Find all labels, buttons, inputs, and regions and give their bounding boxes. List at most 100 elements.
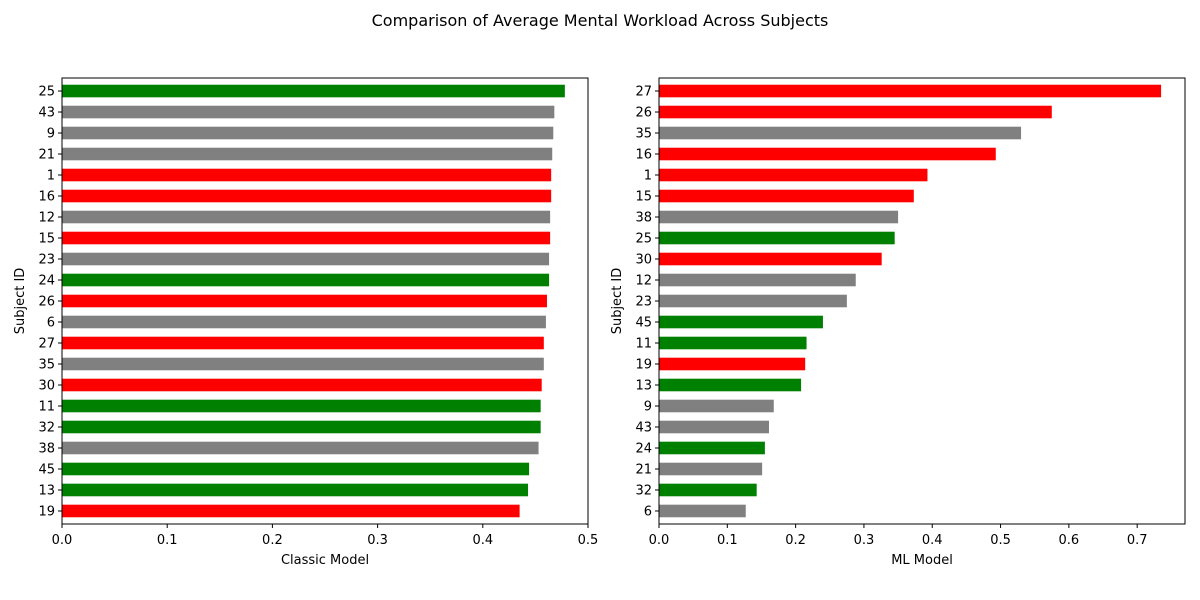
ml-bar-subject-11 bbox=[659, 336, 807, 350]
ml-bar-subject-19 bbox=[659, 357, 806, 371]
ml-bar-subject-43 bbox=[659, 420, 769, 434]
classic-y-tick-label: 12 bbox=[38, 211, 55, 226]
classic-y-tick-label: 25 bbox=[38, 85, 55, 100]
ml-y-tick-label: 19 bbox=[635, 357, 652, 372]
ml-bars bbox=[659, 84, 1162, 518]
ml-x-tick-label: 0.4 bbox=[922, 533, 943, 548]
classic-x-tick-label: 0.5 bbox=[578, 533, 599, 548]
classic-y-tick-label: 26 bbox=[38, 295, 55, 310]
classic-y-tick-label: 35 bbox=[38, 357, 55, 372]
classic-model-panel: 0.0 0.1 0.2 0.3 0.4 0.5 25 43 9 21 1 16 12 15 23 24 26 6… bbox=[13, 77, 599, 568]
classic-y-tick-label: 11 bbox=[38, 399, 55, 414]
classic-bar-subject-45 bbox=[62, 462, 530, 476]
ml-y-tick-label: 16 bbox=[635, 148, 652, 163]
classic-bar-subject-25 bbox=[62, 84, 565, 98]
classic-y-tick-label: 23 bbox=[38, 253, 55, 268]
ml-bar-subject-23 bbox=[659, 294, 847, 308]
ml-y-tick-label: 24 bbox=[635, 441, 652, 456]
classic-y-tick-label: 43 bbox=[38, 106, 55, 121]
classic-bar-subject-30 bbox=[62, 378, 542, 392]
classic-bar-subject-27 bbox=[62, 336, 544, 350]
classic-y-tick-label: 24 bbox=[38, 274, 55, 289]
ml-y-tick-label: 43 bbox=[635, 420, 652, 435]
classic-x-tick-label: 0.0 bbox=[52, 533, 73, 548]
ml-y-tick-label: 21 bbox=[635, 462, 652, 477]
classic-bar-subject-38 bbox=[62, 441, 539, 455]
ml-bar-subject-26 bbox=[659, 105, 1052, 119]
classic-x-axis-label: Classic Model bbox=[281, 553, 369, 568]
ml-y-tick-label: 11 bbox=[635, 336, 652, 351]
classic-bar-subject-21 bbox=[62, 147, 553, 161]
classic-bar-subject-19 bbox=[62, 504, 520, 518]
ml-bar-subject-1 bbox=[659, 168, 928, 182]
ml-bar-subject-35 bbox=[659, 126, 1022, 140]
classic-bar-subject-26 bbox=[62, 294, 547, 308]
ml-y-tick-label: 27 bbox=[635, 85, 652, 100]
ml-y-tick-label: 1 bbox=[644, 169, 652, 184]
ml-bar-subject-13 bbox=[659, 378, 802, 392]
classic-y-tick-label: 6 bbox=[47, 315, 55, 330]
ml-bar-subject-15 bbox=[659, 189, 914, 203]
ml-y-axis-label: Subject ID bbox=[610, 268, 625, 335]
ml-x-tick-label: 0.6 bbox=[1059, 533, 1080, 548]
ml-y-tick-label: 25 bbox=[635, 232, 652, 247]
ml-y-tick-label: 26 bbox=[635, 106, 652, 121]
classic-bar-subject-23 bbox=[62, 252, 550, 266]
classic-bar-subject-13 bbox=[62, 483, 529, 497]
classic-y-tick-label: 19 bbox=[38, 504, 55, 519]
classic-y-tick-label: 32 bbox=[38, 420, 55, 435]
ml-bar-subject-12 bbox=[659, 273, 856, 287]
ml-x-tick-label: 0.2 bbox=[785, 533, 806, 548]
classic-y-tick-label: 27 bbox=[38, 336, 55, 351]
ml-bar-subject-27 bbox=[659, 84, 1162, 98]
ml-x-tick-label: 0.5 bbox=[990, 533, 1011, 548]
figure-title: Comparison of Average Mental Workload Ac… bbox=[372, 11, 829, 30]
classic-y-axis-label: Subject ID bbox=[13, 268, 28, 335]
classic-x-tick-label: 0.2 bbox=[262, 533, 283, 548]
ml-x-ticks: 0.0 0.1 0.2 0.3 0.4 0.5 0.6 0.7 bbox=[649, 524, 1148, 548]
classic-axes-frame bbox=[61, 77, 589, 525]
classic-bar-subject-16 bbox=[62, 189, 552, 203]
classic-x-ticks: 0.0 0.1 0.2 0.3 0.4 0.5 bbox=[52, 524, 599, 548]
ml-bar-subject-30 bbox=[659, 252, 882, 266]
ml-y-tick-label: 30 bbox=[635, 253, 652, 268]
classic-bar-subject-24 bbox=[62, 273, 550, 287]
ml-x-tick-label: 0.0 bbox=[649, 533, 670, 548]
ml-model-panel: 0.0 0.1 0.2 0.3 0.4 0.5 0.6 0.7 27 26 35 16 1 15 38 25… bbox=[610, 77, 1186, 568]
ml-bar-subject-25 bbox=[659, 231, 895, 245]
classic-bars bbox=[62, 84, 565, 518]
ml-y-tick-label: 38 bbox=[635, 211, 652, 226]
classic-x-tick-label: 0.1 bbox=[157, 533, 178, 548]
classic-y-ticks: 25 43 9 21 1 16 12 15 23 24 26 6 27 35 30 11 32 38 45 13 19 bbox=[38, 85, 62, 519]
ml-y-tick-label: 23 bbox=[635, 295, 652, 310]
ml-axes-frame bbox=[658, 77, 1186, 525]
classic-y-tick-label: 16 bbox=[38, 190, 55, 205]
ml-bar-subject-9 bbox=[659, 399, 774, 413]
ml-x-tick-label: 0.1 bbox=[717, 533, 738, 548]
ml-bar-subject-24 bbox=[659, 441, 765, 455]
classic-bar-subject-32 bbox=[62, 420, 541, 434]
classic-bar-subject-12 bbox=[62, 210, 551, 224]
ml-y-tick-label: 32 bbox=[635, 483, 652, 498]
classic-bar-subject-6 bbox=[62, 315, 546, 329]
ml-y-tick-label: 6 bbox=[644, 504, 652, 519]
ml-y-ticks: 27 26 35 16 1 15 38 25 30 12 23 45 11 19 13 9 43 24 21 32 6 bbox=[635, 85, 659, 519]
classic-y-tick-label: 15 bbox=[38, 232, 55, 247]
classic-y-tick-label: 38 bbox=[38, 441, 55, 456]
ml-x-axis-label: ML Model bbox=[891, 553, 953, 568]
ml-bar-subject-32 bbox=[659, 483, 757, 497]
classic-bar-subject-15 bbox=[62, 231, 551, 245]
ml-y-tick-label: 9 bbox=[644, 399, 652, 414]
classic-y-tick-label: 45 bbox=[38, 462, 55, 477]
ml-bar-subject-6 bbox=[659, 504, 746, 518]
classic-x-tick-label: 0.3 bbox=[367, 533, 388, 548]
ml-bar-subject-45 bbox=[659, 315, 823, 329]
classic-bar-subject-35 bbox=[62, 357, 544, 371]
classic-y-tick-label: 21 bbox=[38, 148, 55, 163]
ml-y-tick-label: 45 bbox=[635, 315, 652, 330]
classic-y-tick-label: 9 bbox=[47, 127, 55, 142]
classic-y-tick-label: 13 bbox=[38, 483, 55, 498]
classic-bar-subject-11 bbox=[62, 399, 541, 413]
classic-y-tick-label: 1 bbox=[47, 169, 55, 184]
